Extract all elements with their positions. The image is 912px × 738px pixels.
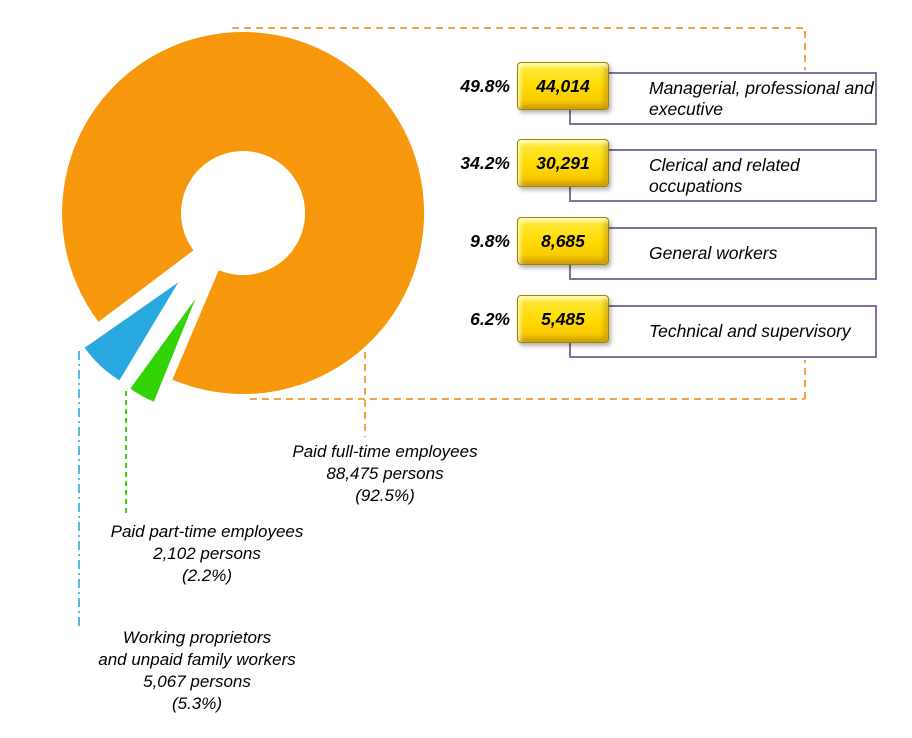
breakdown-label: Technical and supervisory: [649, 321, 851, 341]
breakdown-label-box: Managerial, professional and executive: [569, 72, 877, 125]
breakdown-label: Managerial, professional and executive: [649, 77, 874, 119]
annotation-line: (5.3%): [171, 694, 223, 713]
breakdown-value-box: 44,014: [517, 62, 609, 110]
breakdown-label: General workers: [649, 243, 778, 263]
breakdown-percent: 9.8%: [470, 231, 510, 251]
breakdown-label-box: General workers: [569, 227, 877, 280]
breakdown-label: Clerical and related occupations: [649, 154, 800, 196]
annotation-full-time: Paid full-time employees 88,475 persons …: [268, 441, 502, 507]
annotation-line: 5,067 persons: [143, 672, 251, 691]
annotation-line: Working proprietors: [122, 628, 272, 647]
breakdown-row: 34.2% Clerical and related occupations 3…: [410, 139, 880, 203]
breakdown-row: 49.8% Managerial, professional and execu…: [410, 62, 880, 126]
breakdown-value-box: 30,291: [517, 139, 609, 187]
breakdown-percent: 49.8%: [460, 76, 510, 96]
annotation-line: 88,475 persons: [326, 464, 444, 483]
bracket-top-connector: [232, 27, 806, 70]
breakdown-label-box: Clerical and related occupations: [569, 149, 877, 202]
annotation-proprietors: Working proprietors and unpaid family wo…: [73, 627, 321, 715]
slice-full-time: [62, 32, 425, 395]
breakdown-percent: 6.2%: [470, 309, 510, 329]
breakdown-label-box: Technical and supervisory: [569, 305, 877, 358]
slice-part-time: [127, 291, 201, 405]
bracket-bottom-connector: [250, 352, 806, 437]
breakdown-row: 9.8% General workers 8,685: [410, 217, 880, 281]
annotation-line: (92.5%): [355, 486, 415, 505]
annotation-line: Paid full-time employees: [292, 442, 478, 461]
annotation-line: (2.2%): [181, 566, 233, 585]
annotation-line: 2,102 persons: [153, 544, 261, 563]
annotation-part-time: Paid part-time employees 2,102 persons (…: [97, 521, 317, 587]
slice-proprietors: [81, 277, 183, 384]
breakdown-value-box: 8,685: [517, 217, 609, 265]
annotation-line: Paid part-time employees: [110, 522, 304, 541]
breakdown-value-box: 5,485: [517, 295, 609, 343]
breakdown-row: 6.2% Technical and supervisory 5,485: [410, 295, 880, 359]
annotation-line: and unpaid family workers: [98, 650, 296, 669]
breakdown-percent: 34.2%: [460, 153, 510, 173]
